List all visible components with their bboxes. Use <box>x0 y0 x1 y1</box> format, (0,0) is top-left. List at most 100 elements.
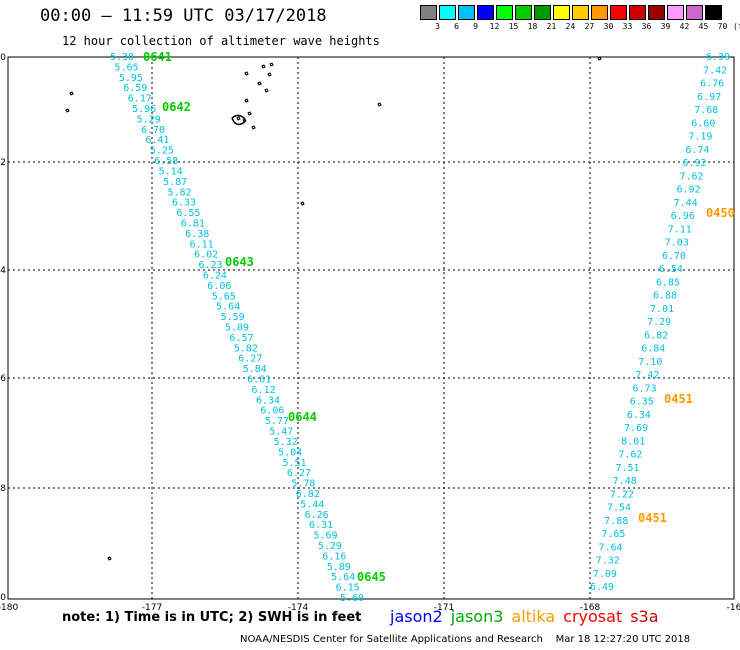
swh-value: 6.92 <box>677 185 701 196</box>
swh-value: 5.09 <box>225 323 249 334</box>
swh-value: 5.59 <box>221 312 245 323</box>
swh-value: 6.06 <box>260 406 284 417</box>
scale-swatch <box>477 5 494 20</box>
swh-value: 7.19 <box>688 132 712 143</box>
scale-swatch <box>439 5 456 20</box>
swh-value: 6.96 <box>671 211 695 222</box>
swh-value: 5.82 <box>234 343 258 354</box>
swh-value: 7.62 <box>618 450 642 461</box>
pass-time-label: 0451 <box>664 392 693 406</box>
scale-swatch <box>705 5 722 20</box>
swh-value: 6.60 <box>691 118 715 129</box>
swh-value: 6.24 <box>203 270 227 281</box>
lon-tick-label: -180 <box>0 603 18 613</box>
swh-value: 6.58 <box>154 156 178 167</box>
lat-tick-label: -24 <box>0 266 6 276</box>
swh-value: 5.65 <box>114 62 138 73</box>
scale-label: 9 <box>473 22 478 31</box>
swh-value: 6.34 <box>627 410 651 421</box>
swh-value: 5.89 <box>327 562 351 573</box>
footer-credit: NOAA/NESDIS Center for Satellite Applica… <box>240 634 691 645</box>
scale-label: 42 <box>679 22 690 31</box>
swh-value: 6.49 <box>590 582 614 593</box>
swh-value: 6.88 <box>653 291 677 302</box>
note-text: note: 1) Time is in UTC; 2) SWH is in fe… <box>62 610 362 625</box>
scale-label: 3 <box>435 22 440 31</box>
scale-swatch <box>534 5 551 20</box>
swh-value: 5.25 <box>150 146 174 157</box>
scale-swatch <box>686 5 703 20</box>
swh-value: 6.39 <box>706 52 730 63</box>
swh-value: 5.60 <box>340 593 364 604</box>
axis-ticks: -20 -22 -24 -26 -28 -30-180 -177 -174 -171 -168 -1… <box>0 53 740 613</box>
scale-label: 36 <box>641 22 652 31</box>
swh-value: 6.85 <box>656 277 680 288</box>
track-left: 5.385.655.956.596.175.965.296.706.415.25… <box>110 50 386 604</box>
lat-tick-label: -30 <box>0 593 6 603</box>
swh-value: 5.65 <box>212 291 236 302</box>
swh-value: 6.70 <box>662 251 686 262</box>
lat-tick-label: -26 <box>0 374 6 384</box>
pass-time-label: 0451 <box>638 511 667 525</box>
pass-time-label: 0641 <box>143 50 172 64</box>
swh-value: 5.29 <box>318 541 342 552</box>
map-grid <box>8 57 734 599</box>
swh-value: 7.48 <box>613 476 637 487</box>
pass-time-label: 0645 <box>357 570 386 584</box>
swh-value: 6.84 <box>641 344 665 355</box>
island-outline <box>69 91 74 96</box>
swh-value: 7.64 <box>599 542 623 553</box>
swh-value: 6.82 <box>296 489 320 500</box>
scale-swatch <box>629 5 646 20</box>
swh-value: 7.54 <box>607 503 631 514</box>
pass-time-label: 0642 <box>162 100 191 114</box>
island-outline <box>65 108 70 113</box>
scale-label: 12 <box>489 22 500 31</box>
swh-value: 7.29 <box>647 317 671 328</box>
swh-value: 7.68 <box>694 105 718 116</box>
swh-value: 7.09 <box>593 569 617 580</box>
swh-value: 6.74 <box>685 145 709 156</box>
island-outline <box>247 111 252 116</box>
island-outline <box>597 56 602 61</box>
scale-swatch <box>496 5 513 20</box>
swh-value: 6.55 <box>176 208 200 219</box>
pass-time-label: 0644 <box>288 410 317 424</box>
swh-value: 5.87 <box>163 177 187 188</box>
island-outline <box>244 98 249 103</box>
island-outline <box>267 72 272 77</box>
satellite-label: jason3 <box>450 607 504 626</box>
scale-label: (ft) <box>733 22 740 31</box>
swh-value: 8.01 <box>621 436 645 447</box>
island-outline <box>377 102 382 107</box>
swh-value: 5.64 <box>331 572 355 583</box>
swh-value: 6.17 <box>128 94 152 105</box>
swh-value: 6.61 <box>247 375 271 386</box>
scale-label: 6 <box>454 22 459 31</box>
swh-value: 6.34 <box>256 395 280 406</box>
swh-value: 6.70 <box>141 125 165 136</box>
swh-value: 6.26 <box>305 510 329 521</box>
satellite-label: cryosat <box>563 607 623 626</box>
swh-value: 6.11 <box>190 239 214 250</box>
pass-time-label: 0450 <box>706 206 735 220</box>
swh-value: 6.02 <box>194 250 218 261</box>
swh-value: 6.92 <box>682 158 706 169</box>
scale-label: 70 <box>717 22 728 31</box>
swh-value: 7.22 <box>610 489 634 500</box>
page-subtitle: 12 hour collection of altimeter wave hei… <box>62 34 380 48</box>
map-frame <box>7 56 735 600</box>
scale-swatch <box>553 5 570 20</box>
swh-value: 6.35 <box>630 397 654 408</box>
lon-tick-label: -174 <box>288 603 309 613</box>
swh-value: 6.12 <box>252 385 276 396</box>
swh-value: 5.44 <box>300 499 324 510</box>
swh-value: 7.01 <box>650 304 674 315</box>
lat-tick-label: -20 <box>0 53 6 63</box>
swh-value: 5.14 <box>159 166 183 177</box>
scale-label: 30 <box>603 22 614 31</box>
swh-value: 6.41 <box>145 135 169 146</box>
swh-value: 6.97 <box>697 92 721 103</box>
swh-value: 5.96 <box>132 104 156 115</box>
